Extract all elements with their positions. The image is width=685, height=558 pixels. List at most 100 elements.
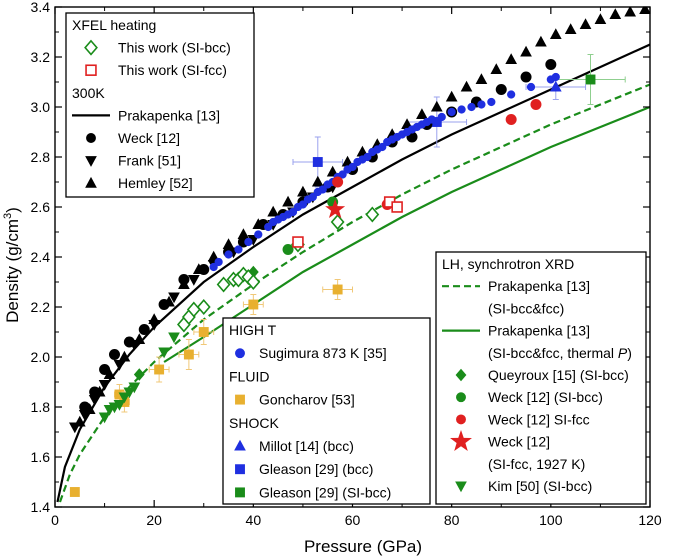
point-hemley-52 [267, 205, 280, 217]
legend-swatch [235, 464, 245, 475]
point-kim-50-si-bcc [118, 392, 131, 404]
point-weck-12 [178, 274, 190, 285]
point-kim-50-si-bcc [158, 347, 170, 359]
point-hemley-52 [297, 185, 309, 197]
legend-label: Weck [12] [118, 130, 180, 146]
point-hemley-52 [103, 368, 116, 379]
legend-center: HIGH T Sugimura 873 K [35] FLUID Goncharov … [222, 317, 431, 505]
legend-header: HIGH T [229, 322, 277, 338]
point-weck-12 [123, 336, 135, 348]
legend-label: Gleason [29] (bcc) [259, 461, 373, 477]
point-hemley-52 [624, 7, 637, 17]
legend-swatch [456, 392, 466, 403]
point-sugimura-873-k-35 [457, 105, 466, 114]
curve-prakapenka-13-si-bcc-fcc-thermal-p- [163, 105, 650, 363]
legend-swatch [456, 414, 466, 425]
point-hemley-52 [549, 28, 562, 39]
legend-swatch [85, 176, 97, 188]
legend-label: Kim [50] (SI-bcc) [488, 478, 592, 494]
legend-label-line2: (SI-bcc&fcc, thermal P) [488, 345, 632, 361]
point-kim-50-si-bcc [168, 332, 180, 344]
point-hemley-52 [564, 23, 577, 34]
legend-label: Weck [12] SI-fcc [488, 411, 590, 427]
point-goncharov-53 [198, 327, 209, 337]
point-sugimura-873-k-35 [467, 102, 476, 112]
point-weck-12-si-fcc [332, 176, 344, 188]
point-this-work-si-fcc [391, 201, 403, 213]
point-gleason-29-si-bcc [585, 74, 596, 85]
legend-swatch [85, 156, 97, 167]
point-weck-12 [158, 299, 170, 310]
legend-swatch [235, 394, 245, 405]
point-frank-51 [168, 292, 180, 304]
y-tick-label: 2.6 [31, 199, 51, 215]
legend-label: Prakapenka [13] [488, 323, 590, 339]
point-hemley-52 [594, 13, 607, 24]
point-goncharov-53 [69, 487, 80, 497]
point-this-work-si-bcc [196, 299, 211, 315]
legend-label: This work (SI-bcc) [118, 40, 231, 56]
legend-label-line2: (SI-bcc&fcc) [488, 300, 564, 316]
point-sugimura-873-k-35 [437, 112, 446, 122]
point-weck-12 [495, 84, 507, 95]
point-sugimura-873-k-35 [526, 82, 536, 92]
x-tick-label: 60 [345, 512, 361, 528]
point-weck-12 [109, 349, 120, 360]
point-sugimura-873-k-35 [477, 100, 486, 109]
point-hemley-52 [416, 108, 428, 119]
point-sugimura-873-k-35 [551, 72, 560, 82]
legend-swatch [450, 430, 472, 451]
point-gleason-29-bcc [431, 117, 442, 127]
y-tick-label: 1.6 [31, 449, 51, 465]
point-sugimura-873-k-35 [447, 107, 456, 117]
point-hemley-52 [505, 53, 518, 64]
legend-label: Prakapenka [13] [488, 278, 590, 294]
point-queyroux-15-si-bcc [133, 368, 145, 381]
point-hemley-52 [609, 8, 622, 19]
legend-label-line2: (SI-fcc, 1927 K) [488, 456, 585, 472]
point-weck-12-si-fcc [530, 99, 542, 110]
point-kim-50-si-bcc [128, 382, 141, 394]
point-frank-51 [187, 275, 200, 286]
point-weck-12-si-bcc [282, 244, 294, 255]
y-tick-label: 2.8 [31, 149, 51, 165]
legend-header: XFEL heating [72, 17, 156, 33]
point-goncharov-53 [248, 299, 259, 310]
point-sugimura-873-k-35 [234, 245, 243, 254]
y-tick-label: 1.4 [31, 499, 51, 515]
legends: XFEL heating This work (SI-bcc) This work … [65, 12, 647, 505]
y-tick-label: 1.8 [31, 399, 51, 415]
point-this-work-si-fcc [292, 236, 304, 248]
legend-header: FLUID [229, 368, 269, 384]
x-tick-label: 0 [51, 512, 59, 528]
x-tick-label: 80 [444, 512, 460, 528]
legend-swatch [86, 133, 96, 143]
point-hemley-52 [222, 238, 235, 249]
legend-swatch [84, 39, 98, 56]
legend-swatch [455, 481, 467, 493]
point-frank-51 [78, 410, 91, 421]
y-tick-label: 2.2 [31, 299, 51, 315]
point-millot-14-bcc [549, 80, 562, 92]
legend-header: 300K [72, 85, 105, 101]
point-frank-51 [98, 380, 111, 391]
point-this-work-si-bcc [365, 206, 380, 223]
point-goncharov-53 [114, 389, 125, 400]
legend-swatch [234, 439, 246, 451]
axes: 0 20 40 60 80 100 120 1.4 1.6 1.8 2.0 2.2 2.4 2.6 2.8 3… [31, 0, 662, 528]
legend-label: Weck [12] (SI-bcc) [488, 389, 603, 405]
legend-label: Millot [14] (bcc) [259, 438, 354, 454]
legend-swatch [235, 348, 245, 359]
point-sugimura-873-k-35 [487, 97, 496, 107]
legend-swatch [455, 368, 467, 382]
point-hemley-52 [520, 45, 532, 57]
point-weck-12 [520, 71, 532, 83]
x-tick-label: 120 [638, 512, 662, 528]
point-weck-12 [198, 264, 210, 275]
point-sugimura-873-k-35 [507, 90, 516, 99]
point-sugimura-873-k-35 [254, 230, 263, 239]
point-this-work-si-bcc [216, 276, 231, 293]
point-kim-50-si-bcc [98, 412, 111, 424]
point-sugimura-873-k-35 [224, 250, 233, 259]
legend-swatch [235, 487, 245, 498]
